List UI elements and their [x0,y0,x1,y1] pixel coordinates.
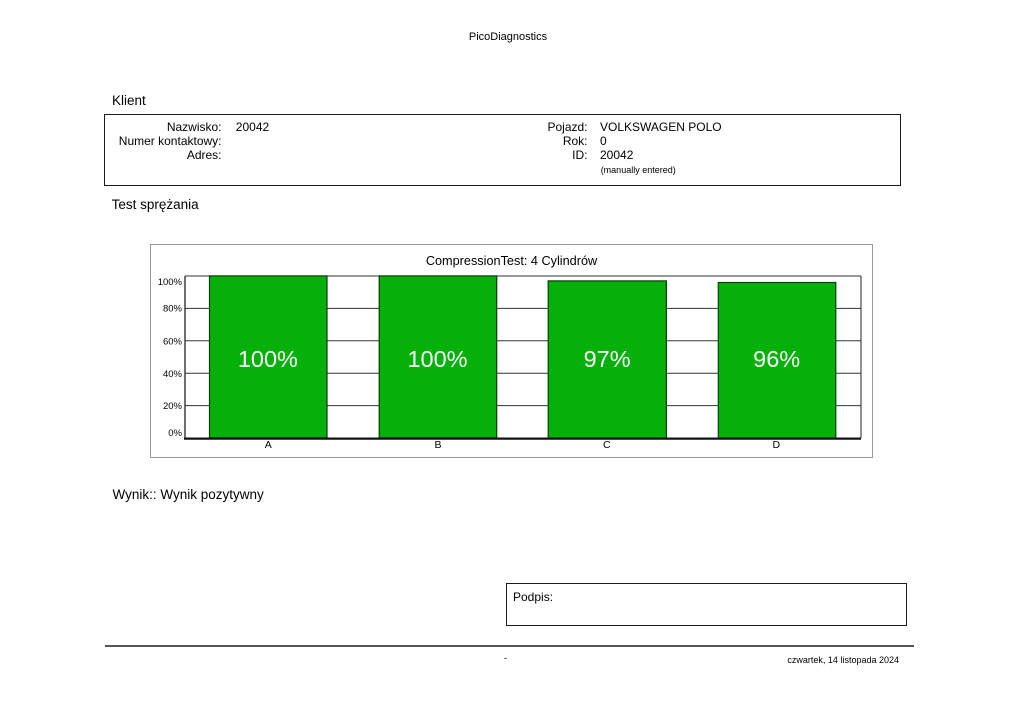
svg-text:100%: 100% [158,277,183,288]
svg-text:96%: 96% [753,346,800,372]
svg-text:0%: 0% [168,428,182,439]
svg-text:A: A [265,439,272,451]
svg-text:80%: 80% [163,304,183,315]
svg-text:60%: 60% [163,336,183,347]
svg-text:97%: 97% [584,346,631,372]
svg-text:B: B [434,439,441,451]
svg-text:100%: 100% [238,346,298,372]
svg-text:D: D [773,439,781,451]
svg-text:20%: 20% [163,401,183,412]
svg-text:40%: 40% [163,369,183,380]
svg-text:100%: 100% [407,346,467,372]
svg-text:C: C [603,439,611,451]
